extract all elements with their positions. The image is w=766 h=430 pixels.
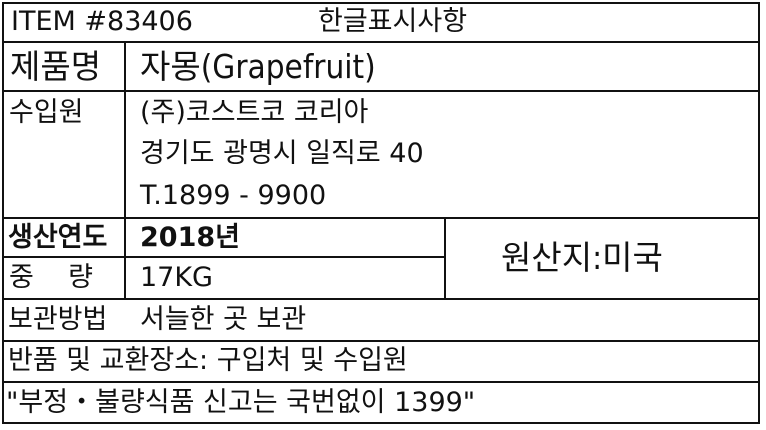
divider bbox=[2, 298, 760, 300]
importer-label: 수입원 bbox=[9, 97, 84, 128]
weight-label: 중 량 bbox=[9, 262, 94, 293]
importer-company: (주)코스트코 코리아 bbox=[140, 97, 369, 128]
storage-value: 서늘한 곳 보관 bbox=[140, 304, 307, 335]
importer-address: 경기도 광명시 일직로 40 bbox=[140, 138, 424, 169]
divider bbox=[2, 90, 760, 92]
report-info: "부정・불량식품 신고는 국번없이 1399" bbox=[6, 387, 476, 418]
divider bbox=[2, 381, 760, 383]
product-name-label: 제품명 bbox=[10, 47, 102, 86]
importer-phone: T.1899 - 9900 bbox=[140, 180, 327, 211]
production-year-label: 생산연도 bbox=[8, 222, 108, 253]
product-name-value: 자몽(Grapefruit) bbox=[140, 47, 376, 86]
divider bbox=[2, 41, 760, 43]
divider bbox=[2, 217, 760, 219]
divider bbox=[2, 256, 444, 258]
origin-value: 원산지:미국 bbox=[501, 238, 663, 277]
divider bbox=[2, 340, 760, 342]
exchange-info: 반품 및 교환장소: 구입처 및 수입원 bbox=[8, 345, 408, 376]
production-year-value: 2018년 bbox=[140, 222, 240, 253]
storage-label: 보관방법 bbox=[8, 304, 108, 335]
label-title: 한글표시사항 bbox=[318, 6, 468, 37]
divider bbox=[444, 217, 446, 300]
divider bbox=[124, 41, 126, 300]
label-border bbox=[2, 2, 760, 424]
item-number: ITEM #83406 bbox=[11, 6, 193, 37]
weight-value: 17KG bbox=[140, 262, 213, 293]
